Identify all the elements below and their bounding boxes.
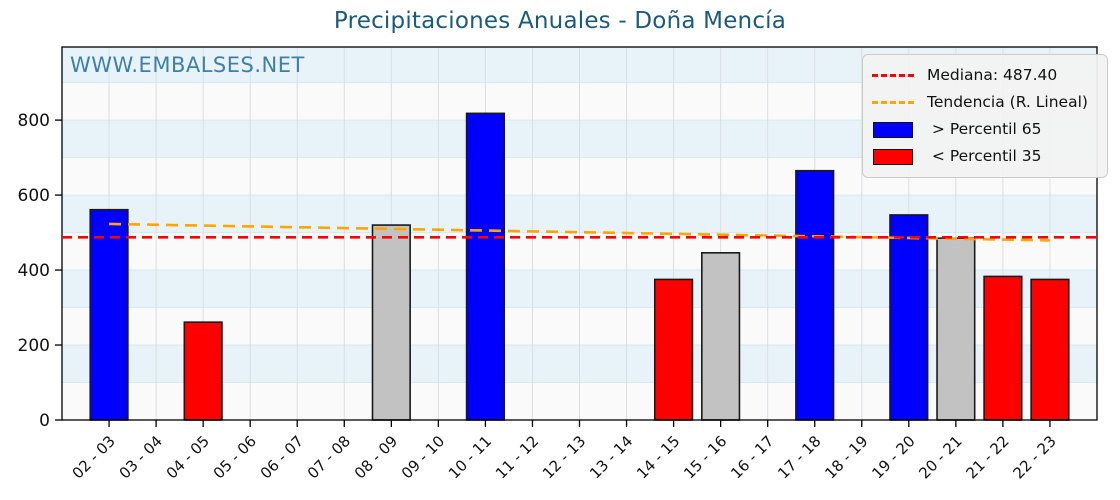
x-tick-label: 14 - 15 [633, 432, 683, 482]
legend-item-above-p65: > Percentil 65 [872, 116, 1098, 143]
legend-label-median: Mediana: 487.40 [927, 66, 1058, 84]
x-tick-label: 06 - 07 [257, 432, 307, 482]
bar-14-15 [653, 278, 694, 421]
y-tick-label: 800 [18, 111, 50, 131]
bar-22-23 [1030, 278, 1070, 421]
x-tick-label: 20 - 21 [915, 432, 965, 482]
x-tick-label: 08 - 09 [351, 432, 401, 482]
x-tick-label: 02 - 03 [69, 432, 119, 482]
chart-title: Precipitaciones Anuales - Doña Mencía [333, 8, 787, 34]
bar-20-21 [936, 237, 976, 421]
x-tick-label: 05 - 06 [210, 432, 260, 482]
x-tick-label: 10 - 11 [445, 432, 495, 482]
x-tick-label: 19 - 20 [868, 432, 918, 482]
legend-label-below-p35: < Percentil 35 [927, 147, 1042, 165]
x-tick-label: 07 - 08 [304, 432, 354, 482]
bar-17-18 [795, 169, 835, 421]
bar-08-09 [371, 224, 411, 421]
legend: Mediana: 487.40 Tendencia (R. Lineal) > … [862, 54, 1108, 178]
x-tick-label: 15 - 16 [680, 432, 730, 482]
x-tick-label: 16 - 17 [727, 432, 777, 482]
trend-dash-swatch [872, 101, 914, 104]
bar-19-20 [889, 214, 929, 421]
x-tick-label: 21 - 22 [962, 432, 1012, 482]
bar-15-16 [701, 252, 741, 421]
y-tick-label: 0 [39, 411, 50, 431]
bar-04-05 [183, 321, 223, 421]
y-tick-label: 400 [18, 261, 50, 281]
above-p65-swatch [872, 121, 914, 138]
watermark: WWW.EMBALSES.NET [70, 53, 305, 77]
bar-02-03 [89, 208, 129, 421]
legend-label-trend: Tendencia (R. Lineal) [927, 93, 1088, 111]
x-tick-label: 18 - 19 [821, 432, 871, 482]
y-tick-label: 600 [18, 186, 50, 206]
legend-label-above-p65: > Percentil 65 [927, 120, 1042, 138]
x-tick-label: 11 - 12 [492, 432, 542, 482]
legend-item-trend: Tendencia (R. Lineal) [872, 89, 1098, 116]
y-tick-label: 200 [18, 336, 50, 356]
bar-21-22 [983, 275, 1023, 421]
legend-item-median: Mediana: 487.40 [872, 62, 1098, 89]
bar-10-11 [465, 112, 506, 421]
x-tick-label: 12 - 13 [539, 432, 589, 482]
x-tick-label: 03 - 04 [116, 432, 166, 482]
x-tick-label: 17 - 18 [774, 432, 824, 482]
below-p35-swatch [872, 148, 914, 165]
x-tick-label: 09 - 10 [398, 432, 448, 482]
legend-item-below-p35: < Percentil 35 [872, 143, 1098, 170]
x-tick-label: 13 - 14 [586, 432, 636, 482]
x-tick-label: 22 - 23 [1009, 432, 1059, 482]
trend-line [109, 222, 1050, 242]
x-tick-label: 04 - 05 [163, 432, 213, 482]
median-dash-swatch [872, 74, 914, 77]
